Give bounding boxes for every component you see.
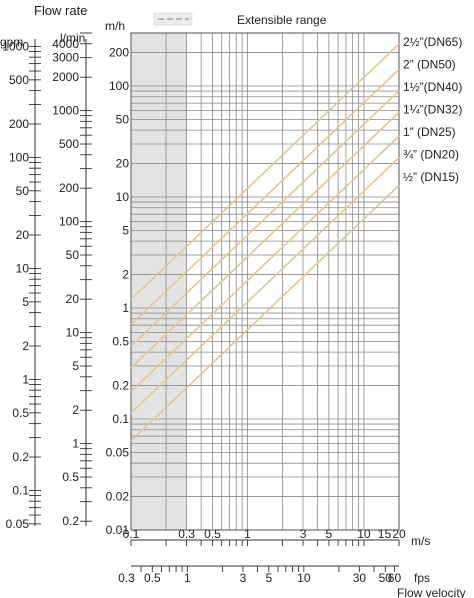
fps-tick-label: 50	[379, 571, 393, 585]
gpm-tick-label: 200	[9, 117, 29, 131]
lmin-tick-label: 50	[66, 248, 80, 262]
chart-title: Flow rate	[34, 3, 87, 18]
ms-tick-label: 1	[244, 527, 251, 541]
series-label-25: 1” (DN25)	[403, 125, 456, 139]
ms-tick-label: 15	[378, 527, 392, 541]
lmin-tick-label: 100	[59, 215, 79, 229]
gpm-tick-label: 50	[16, 184, 30, 198]
gpm-tick-label: 2	[22, 339, 29, 353]
mh-tick-label: 0.1	[112, 412, 129, 426]
gpm-tick-label: 5	[22, 295, 29, 309]
gpm-tick-label: 0.05	[6, 517, 30, 531]
gpm-tick-label: 20	[16, 228, 30, 242]
lmin-axis-label: l/min	[60, 31, 85, 45]
fps-tick-label: 0.3	[118, 571, 135, 585]
lmin-tick-label: 500	[59, 137, 79, 151]
mh-tick-label: 0.5	[112, 334, 129, 348]
gpm-tick-label: 0.5	[12, 406, 29, 420]
extensible-range-shade	[131, 33, 187, 530]
series-label-50: 2” (DN50)	[403, 58, 456, 72]
gpm-tick-label: 0.1	[12, 483, 29, 497]
x-axis-unit-fps: fps	[414, 571, 430, 585]
series-label-40: 1½”(DN40)	[403, 80, 462, 94]
mh-tick-label: 20	[116, 157, 130, 171]
lmin-tick-label: 1	[72, 437, 79, 451]
series-line-65	[130, 43, 400, 300]
ms-tick-label: 10	[357, 527, 371, 541]
mh-axis-label: m/h	[105, 19, 125, 33]
mh-tick-label: 0.02	[106, 490, 130, 504]
ms-tick-label: 0.1	[123, 527, 140, 541]
gpm-tick-label: 1	[22, 372, 29, 386]
mh-tick-label: 100	[109, 79, 129, 93]
fps-tick-label: 3	[240, 571, 247, 585]
series-line-25	[130, 135, 400, 393]
mh-tick-label: 0.05	[106, 445, 130, 459]
lmin-tick-label: 2	[72, 403, 79, 417]
gpm-tick-label: 1000	[2, 39, 29, 53]
mh-tick-label: 0.2	[112, 379, 129, 393]
mh-tick-label: 0.01	[106, 523, 130, 537]
series-line-50	[130, 68, 400, 326]
series-line-20	[130, 157, 400, 414]
mh-tick-label: 10	[116, 190, 130, 204]
series-label-65: 2½”(DN65)	[403, 35, 462, 49]
lmin-tick-label: 10	[66, 326, 80, 340]
ms-tick-label: 0.5	[204, 527, 221, 541]
plot-frame	[130, 32, 400, 531]
lmin-tick-label: 20	[66, 292, 80, 306]
series-label-32: 1¼”(DN32)	[403, 103, 462, 117]
lmin-tick-label: 3000	[52, 51, 79, 65]
lmin-tick-label: 4000	[52, 37, 79, 51]
ms-tick-label: 20	[392, 527, 406, 541]
mh-tick-label: 50	[116, 112, 130, 126]
mh-tick-label: 1	[122, 301, 129, 315]
mh-tick-label: 5	[122, 223, 129, 237]
fps-tick-label: 5	[265, 571, 272, 585]
lmin-tick-label: 5	[72, 359, 79, 373]
ms-tick-label: 3	[300, 527, 307, 541]
gpm-tick-label: 10	[16, 261, 30, 275]
gpm-tick-label: 0.2	[12, 450, 29, 464]
series-line-40	[130, 90, 400, 347]
ms-tick-label: 0.3	[178, 527, 195, 541]
series-label-15: ½” (DN15)	[403, 170, 459, 184]
gpm-tick-label: 100	[9, 150, 29, 164]
series-line-32	[130, 111, 400, 369]
gpm-tick-label: 500	[9, 73, 29, 87]
mh-tick-label: 200	[109, 46, 129, 60]
gpm-axis-label: gpm	[0, 35, 23, 49]
lmin-tick-label: 0.2	[62, 514, 79, 528]
x-axis-title: Flow velocity	[397, 586, 466, 598]
x-axis-unit-ms: m/s	[411, 534, 430, 548]
fps-tick-label: 1	[184, 571, 191, 585]
lmin-tick-label: 1000	[52, 104, 79, 118]
fps-tick-label: 0.5	[144, 571, 161, 585]
mh-tick-label: 2	[122, 268, 129, 282]
fps-tick-label: 60	[388, 571, 402, 585]
ms-tick-label: 5	[326, 527, 333, 541]
legend-label: Extensible range	[237, 13, 327, 27]
lmin-tick-label: 200	[59, 181, 79, 195]
fps-tick-label: 10	[297, 571, 311, 585]
series-label-20: ¾” (DN20)	[403, 148, 459, 162]
fps-tick-label: 30	[353, 571, 367, 585]
series-line-15	[130, 184, 400, 442]
lmin-tick-label: 2000	[52, 70, 79, 84]
lmin-tick-label: 0.5	[62, 470, 79, 484]
